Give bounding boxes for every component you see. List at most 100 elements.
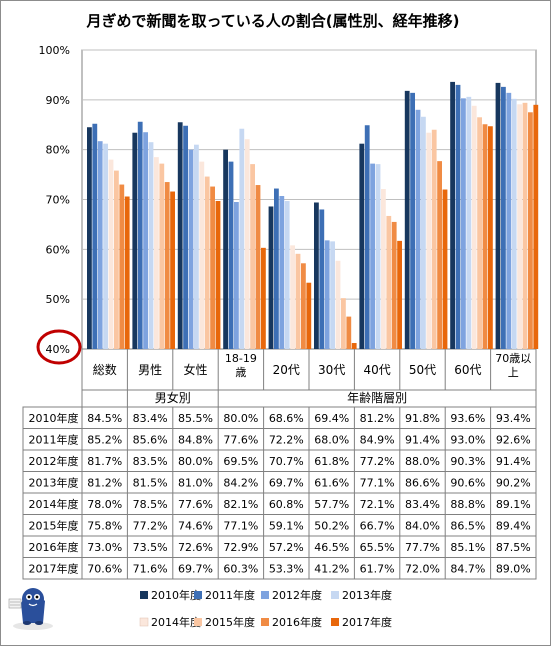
data-label: 87.5% [496,541,531,554]
category-label: 女性 [183,362,207,377]
bar [137,121,143,349]
bar [284,200,290,349]
data-label: 73.5% [133,541,168,554]
category-label: 総数 [93,362,117,377]
mascot-illustration [8,588,53,630]
legend-label: 2013年度 [342,588,392,602]
table-row-header: 2012年度 [29,454,79,468]
bar [437,161,442,349]
data-label: 50.2% [314,519,349,532]
data-label: 80.0% [223,412,258,425]
data-label: 88.8% [450,498,485,511]
y-tick-label: 90% [46,94,70,107]
bar [148,142,154,349]
data-label: 72.0% [405,562,440,575]
legend-label: 2015年度 [205,615,255,629]
bar [431,129,437,349]
bar [114,170,119,349]
data-label: 72.6% [178,541,213,554]
bar [477,117,482,350]
data-label: 89.1% [496,498,531,511]
bar [234,201,239,349]
data-label: 81.2% [360,412,395,425]
legend-label: 2012年度 [272,588,322,602]
bar [295,253,301,349]
data-label: 71.6% [133,562,168,575]
category-label: 30代 [318,363,345,377]
data-label: 84.5% [87,412,122,425]
bar [183,125,188,349]
data-label: 72.2% [269,433,304,446]
bar [159,163,165,349]
data-label: 77.2% [133,519,168,532]
bar [370,163,375,349]
data-label: 80.0% [178,455,213,468]
data-label: 70.6% [87,562,122,575]
data-label: 86.6% [405,476,440,489]
bar [426,132,432,349]
bar [471,105,477,350]
bar [143,132,148,349]
table-row-header: 2011年度 [29,432,79,446]
data-label: 46.5% [314,541,349,554]
legend-swatch [331,618,339,626]
legend-swatch [261,591,269,599]
bar [132,132,138,349]
legend-swatch [194,618,202,626]
y-tick-label: 50% [46,293,70,306]
bar [204,176,210,349]
data-label: 92.6% [496,433,531,446]
data-label: 65.5% [360,541,395,554]
bar [528,112,533,350]
bar [397,240,402,349]
data-label: 84.0% [405,519,440,532]
data-label: 59.1% [269,519,304,532]
data-label: 77.6% [178,498,213,511]
table-row-header: 2013年度 [29,475,79,489]
data-label: 61.8% [314,455,349,468]
bar [319,209,325,349]
data-label: 61.7% [360,562,395,575]
data-label: 90.3% [450,455,485,468]
legend-swatch [139,617,149,627]
baseline-highlight-circle [36,329,82,365]
legend-swatch [331,591,339,599]
data-label: 82.1% [223,498,258,511]
group-label: 年齢階層別 [347,390,407,405]
category-label: 20代 [273,363,300,377]
y-tick-label: 40% [46,343,70,356]
bar [279,196,285,349]
data-label: 68.6% [269,412,304,425]
bar [301,263,306,349]
bar [482,124,488,349]
legend-label: 2017年度 [342,615,392,629]
data-label: 69.7% [178,562,213,575]
data-label: 86.5% [450,519,485,532]
legend-label: 2014年度 [151,615,201,629]
data-label: 77.2% [360,455,395,468]
category-label: 60代 [454,363,481,377]
data-label: 81.7% [87,455,122,468]
category-label: 50代 [409,363,436,377]
data-label: 83.4% [405,498,440,511]
bar [391,221,397,349]
data-label: 89.4% [496,519,531,532]
bar [314,202,319,349]
bar [533,104,539,349]
data-label: 90.2% [496,476,531,489]
bar [223,149,228,349]
data-label: 73.0% [87,541,122,554]
data-label: 91.8% [405,412,440,425]
bar [124,196,130,349]
bar [87,127,92,349]
bar [170,191,175,349]
data-label: 85.1% [450,541,485,554]
bar [335,260,341,349]
data-label: 57.7% [314,498,349,511]
data-label: 77.1% [360,476,395,489]
data-label: 89.0% [496,562,531,575]
bar [341,298,346,349]
data-label: 93.6% [450,412,485,425]
bar [274,188,279,349]
